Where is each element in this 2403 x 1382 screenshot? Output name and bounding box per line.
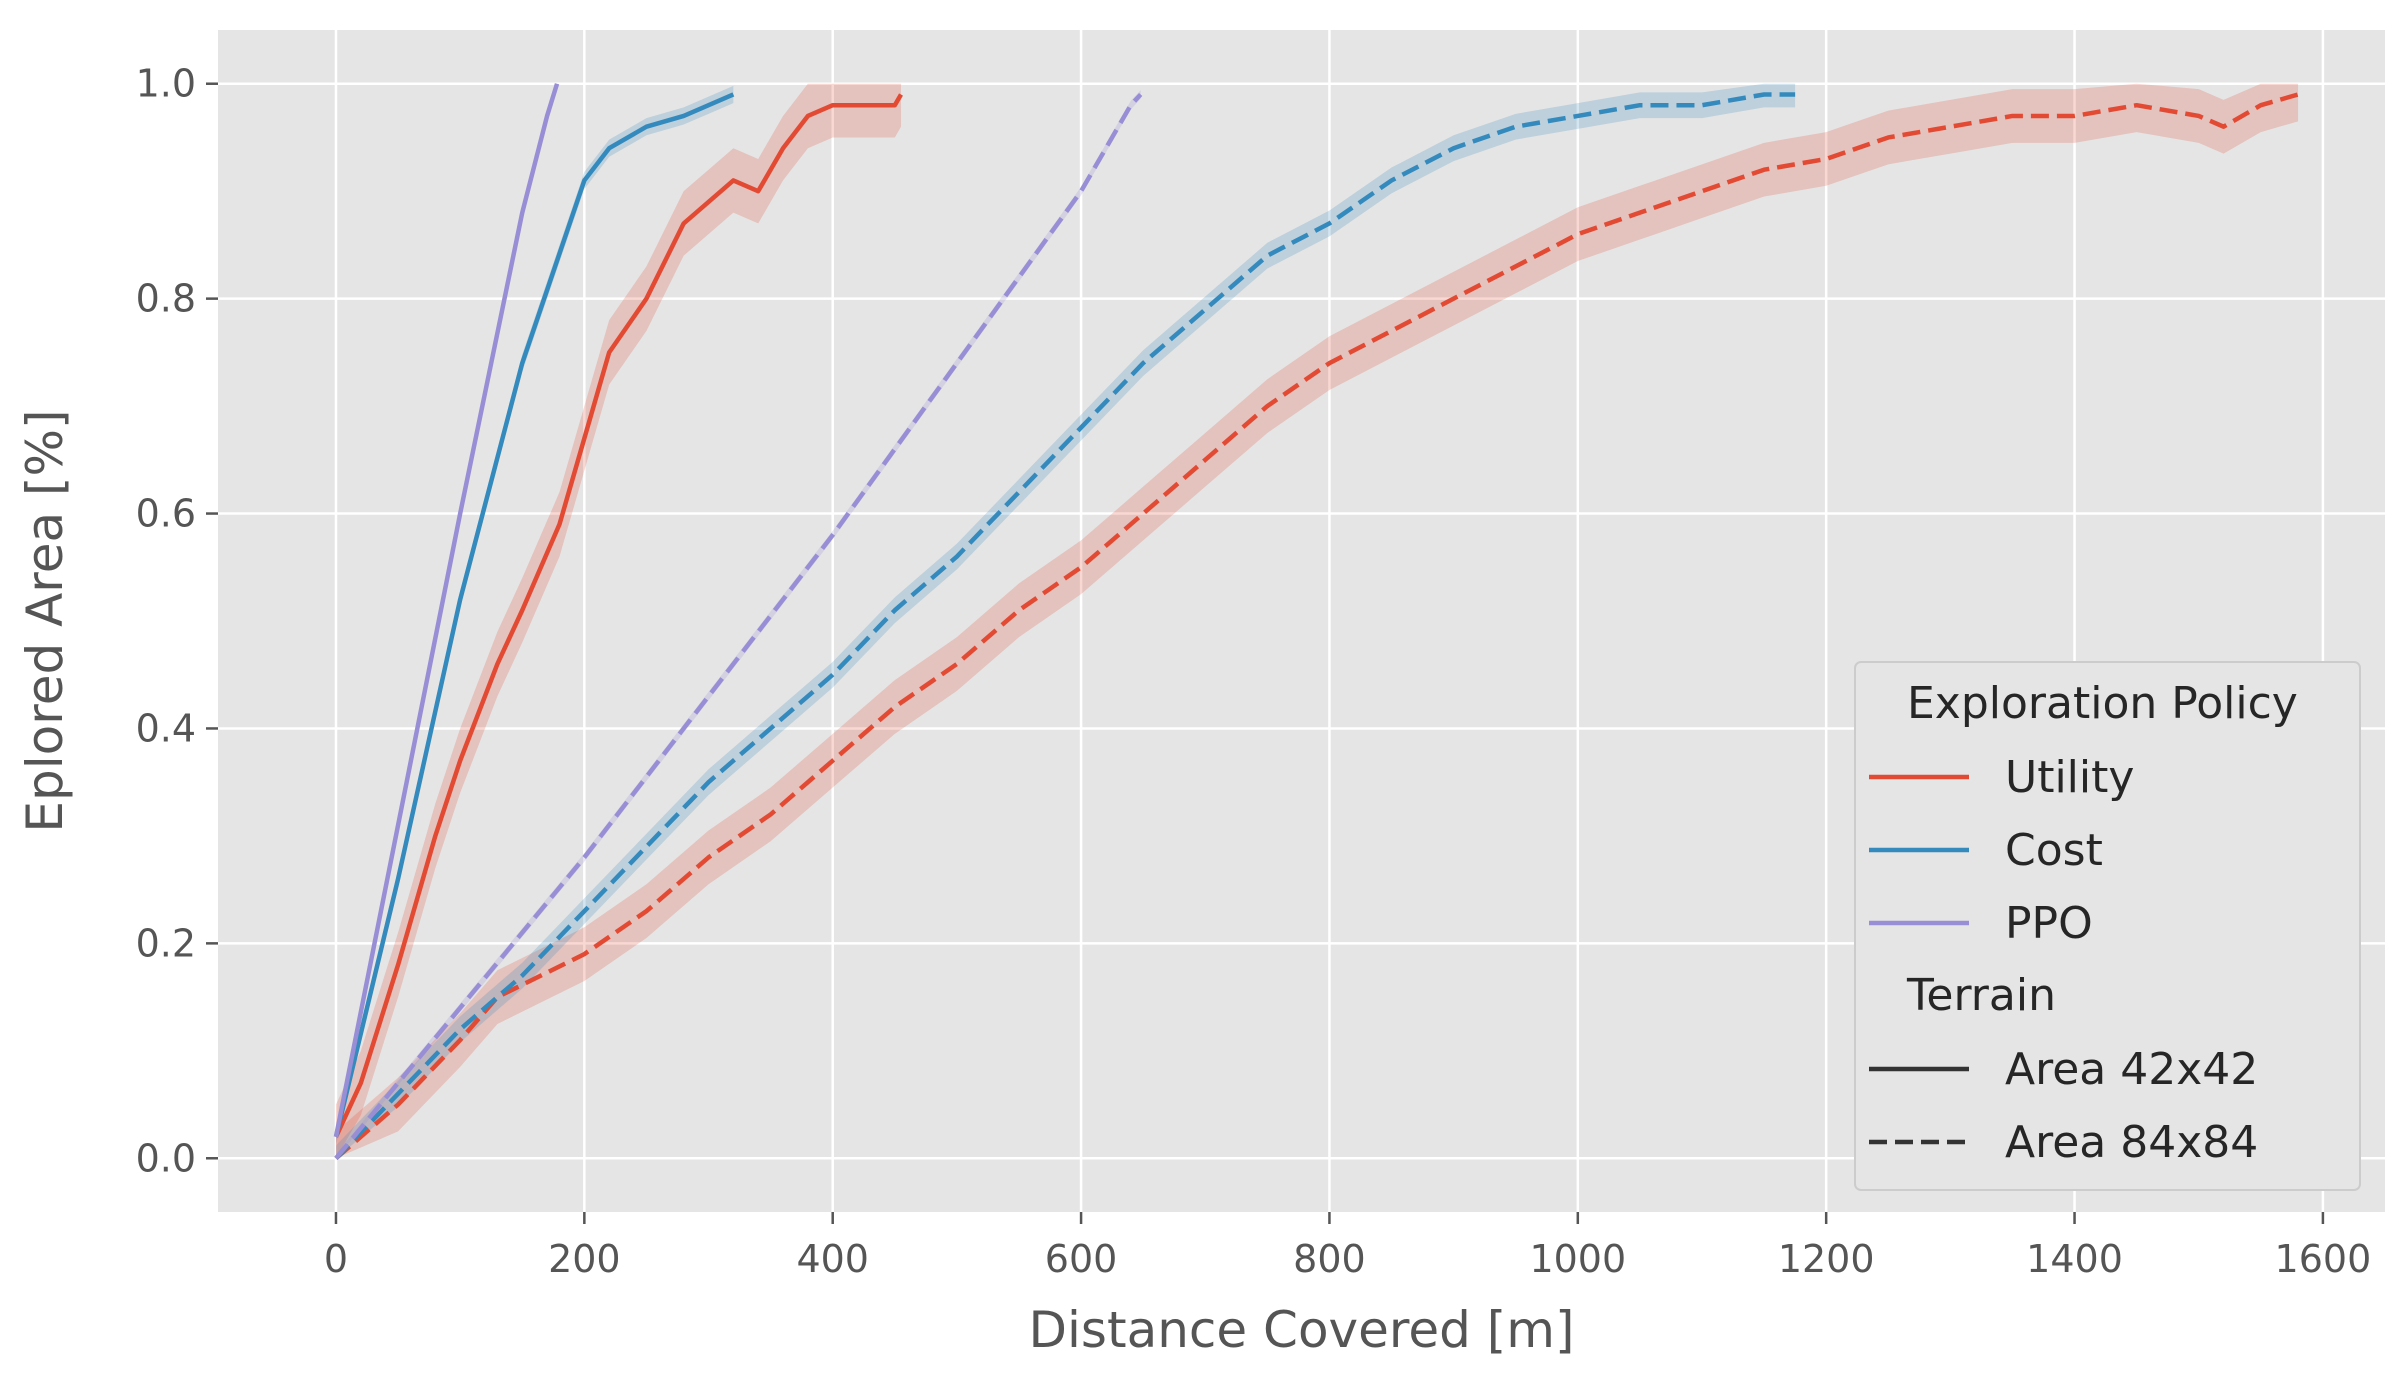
legend-entries: Utility Cost PPO Area 42x42 Area 84x84 <box>1869 752 2258 1168</box>
series-line-cost-84 <box>334 92 1796 1160</box>
y-tick-label: 1.0 <box>136 62 196 106</box>
series-line-ppo-84 <box>334 92 1143 1160</box>
x-tick-label: 1400 <box>2026 1237 2123 1281</box>
x-tick-label: 800 <box>1293 1237 1366 1281</box>
y-tick-label: 0.6 <box>136 492 196 536</box>
y-tick-label: 0.8 <box>136 277 196 321</box>
legend-label-utility: Utility <box>2005 752 2134 803</box>
series-line-ppo-42 <box>333 83 560 1138</box>
legend-title-terrain: Terrain <box>1906 970 2056 1021</box>
x-tick-label: 400 <box>796 1237 869 1281</box>
legend-label-ppo: PPO <box>2005 898 2093 949</box>
x-tick-label: 1000 <box>1529 1237 1626 1281</box>
legend-label-dashed: Area 84x84 <box>2005 1117 2258 1168</box>
legend-label-solid: Area 42x42 <box>2005 1044 2258 1095</box>
series-line-utility-84 <box>334 92 2299 1160</box>
x-axis-label: Distance Covered [m] <box>1029 1301 1575 1359</box>
y-axis-label: Eplored Area [%] <box>16 409 74 832</box>
series-lines <box>333 83 2299 1160</box>
legend-box <box>1854 661 2361 1191</box>
x-tick-label: 0 <box>324 1237 348 1281</box>
y-axis-ticks: 0.0 0.2 0.4 0.6 0.8 1.0 <box>136 62 218 1180</box>
x-tick-label: 600 <box>1045 1237 1118 1281</box>
x-tick-label: 200 <box>548 1237 621 1281</box>
y-tick-label: 0.0 <box>136 1136 196 1180</box>
legend: Exploration Policy Terrain Utility Cost PP… <box>1854 661 2361 1191</box>
legend-title-policy: Exploration Policy <box>1907 678 2298 729</box>
y-tick-label: 0.4 <box>136 706 196 750</box>
series-line-utility-42 <box>333 93 903 1138</box>
x-axis-ticks: 0 200 400 600 800 1000 1200 1400 1600 <box>324 1212 2371 1281</box>
series-line-cost-42 <box>333 92 735 1138</box>
y-tick-label: 0.2 <box>136 921 196 965</box>
x-tick-label: 1600 <box>2275 1237 2372 1281</box>
x-tick-label: 1200 <box>1778 1237 1875 1281</box>
legend-label-cost: Cost <box>2005 825 2103 876</box>
